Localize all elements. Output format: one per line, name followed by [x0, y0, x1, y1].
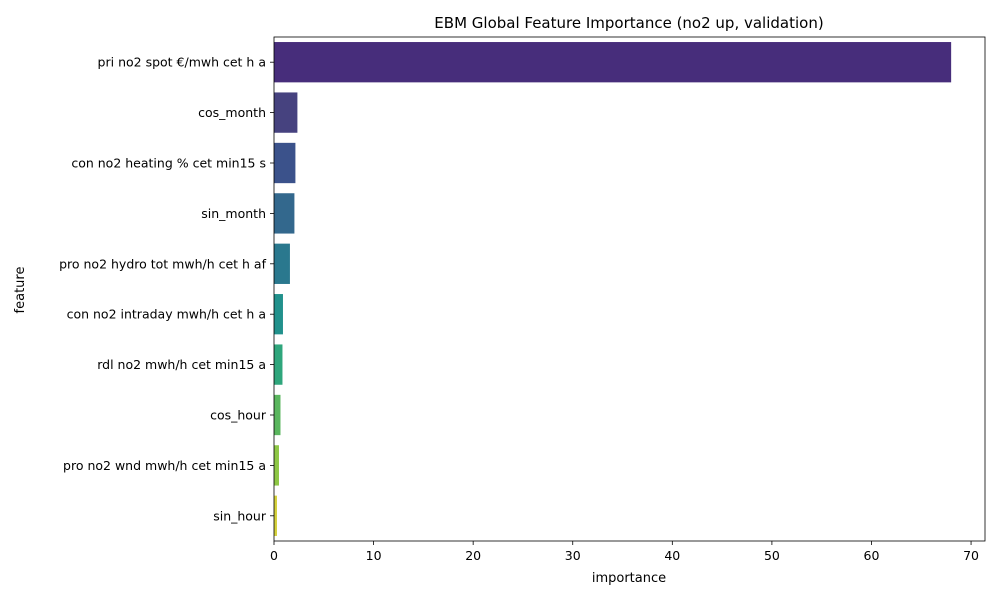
x-tick-label: 0: [270, 548, 278, 563]
x-tick-label: 40: [664, 548, 680, 563]
y-tick-label: pri no2 spot €/mwh cet h a: [98, 55, 266, 70]
y-tick-label: rdl no2 mwh/h cet min15 a: [97, 357, 266, 372]
x-axis-label: importance: [592, 571, 666, 586]
x-tick-label: 60: [864, 548, 880, 563]
y-tick-label: pro no2 wnd mwh/h cet min15 a: [63, 458, 266, 473]
bar-5: [274, 294, 283, 335]
y-tick-label: cos_month: [198, 105, 266, 120]
chart-title: EBM Global Feature Importance (no2 up, v…: [434, 14, 823, 32]
x-tick-label: 30: [565, 548, 581, 563]
axes-frame: [273, 36, 986, 542]
y-tick-label: con no2 intraday mwh/h cet h a: [67, 307, 266, 322]
y-tick-label: con no2 heating % cet min15 s: [71, 156, 266, 171]
bar-6: [274, 344, 283, 385]
bar-0: [274, 42, 952, 83]
y-axis-label: feature: [13, 267, 28, 314]
plot-frame: [273, 36, 986, 542]
bar-7: [274, 394, 281, 436]
bar-8: [274, 445, 279, 486]
x-tick-label: 20: [465, 548, 481, 563]
bar-4: [274, 243, 290, 284]
x-tick-label: 50: [764, 548, 780, 563]
x-tick-label: 70: [963, 548, 979, 563]
bar-1: [274, 92, 298, 133]
x-tick-label: 10: [366, 548, 382, 563]
bar-3: [274, 193, 295, 234]
y-tick-label: sin_hour: [213, 508, 267, 523]
y-tick-label: pro no2 hydro tot mwh/h cet h af: [59, 256, 267, 271]
y-tick-label: cos_hour: [210, 408, 267, 423]
x-axis-ticks: 0 10 20 30 40 50 60 70: [270, 541, 979, 563]
y-tick-label: sin_month: [201, 206, 266, 221]
bar-2: [274, 142, 296, 184]
bar-9: [274, 495, 277, 536]
bars-group: [274, 42, 952, 536]
